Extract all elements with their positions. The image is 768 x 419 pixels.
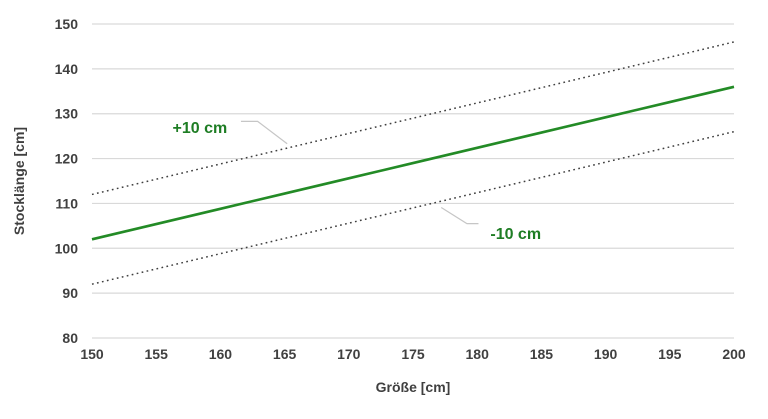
x-tick-label: 160: [209, 346, 233, 362]
annotation-plus10-leader: [240, 120, 288, 145]
annotation-minus10-leader: [440, 206, 479, 225]
y-tick-label: 130: [55, 106, 79, 122]
x-tick-label: 165: [273, 346, 297, 362]
annotation-plus10: +10 cm: [172, 120, 227, 137]
x-tick-label: 200: [722, 346, 746, 362]
y-axis-title: Stocklänge [cm]: [11, 127, 27, 235]
y-tick-label: 120: [55, 151, 79, 167]
x-tick-label: 175: [401, 346, 425, 362]
lower-band-line: [91, 130, 735, 285]
x-axis-title: Größe [cm]: [376, 379, 451, 395]
x-tick-label: 170: [337, 346, 361, 362]
y-tick-label: 100: [55, 240, 79, 256]
annotation-minus10: -10 cm: [490, 226, 541, 243]
x-tick-label: 155: [145, 346, 169, 362]
y-tick-label: 90: [62, 285, 78, 301]
main-line: [91, 85, 735, 241]
y-tick-label: 110: [55, 195, 78, 211]
x-tick-label: 185: [530, 346, 554, 362]
x-tick-label: 180: [466, 346, 490, 362]
y-tick-label: 140: [55, 61, 79, 77]
x-tick-label: 195: [658, 346, 682, 362]
x-tick-label: 150: [80, 346, 104, 362]
upper-band-line: [91, 41, 735, 196]
y-tick-label: 80: [62, 330, 78, 346]
y-tick-label: 150: [55, 16, 79, 32]
x-tick-label: 190: [594, 346, 618, 362]
